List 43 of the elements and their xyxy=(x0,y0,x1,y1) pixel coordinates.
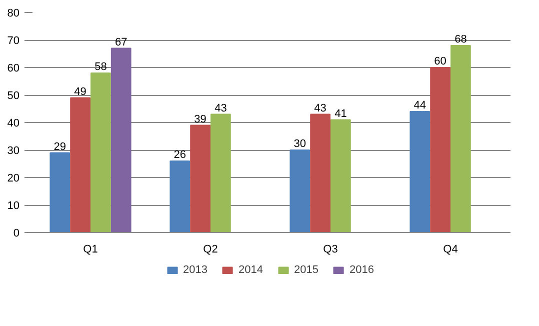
bar xyxy=(410,111,430,232)
bar xyxy=(170,160,190,232)
y-tick-label: 20 xyxy=(7,172,20,184)
y-tick-label: 50 xyxy=(7,90,20,102)
bar xyxy=(330,119,351,232)
y-tick-label: 10 xyxy=(7,200,20,212)
data-label: 41 xyxy=(334,108,347,120)
data-label: 29 xyxy=(54,140,66,153)
y-tick-label: 30 xyxy=(7,145,20,157)
data-label: 26 xyxy=(174,149,186,161)
bar xyxy=(90,72,111,232)
data-label: 58 xyxy=(94,61,107,73)
data-label: 43 xyxy=(314,102,326,114)
bar xyxy=(70,97,90,232)
bar xyxy=(430,67,450,232)
x-tick-label: Q2 xyxy=(203,244,218,256)
y-tick-label: 60 xyxy=(7,62,20,74)
bar xyxy=(110,48,132,232)
data-label: 43 xyxy=(214,102,227,114)
legend-label: 2015 xyxy=(294,264,318,276)
data-label: 67 xyxy=(114,36,128,48)
data-label: 44 xyxy=(414,100,426,112)
y-tick-label: 80 xyxy=(7,8,20,20)
y-tick-label: 0 xyxy=(13,228,20,240)
bar xyxy=(310,114,330,232)
x-tick-label: Q1 xyxy=(83,244,98,256)
legend-label: 2014 xyxy=(238,264,263,276)
legend-label: 2013 xyxy=(183,264,208,276)
x-tick-label: Q3 xyxy=(323,244,338,256)
data-label: 68 xyxy=(454,34,467,46)
x-tick-label: Q4 xyxy=(443,244,458,256)
data-label: 49 xyxy=(74,86,86,98)
data-label: 60 xyxy=(434,56,446,68)
y-tick-label: 40 xyxy=(7,118,20,130)
bar xyxy=(290,150,310,232)
y-tick-label: 70 xyxy=(7,35,20,47)
legend-label: 2016 xyxy=(349,264,374,276)
data-label: 30 xyxy=(294,138,306,150)
data-label: 39 xyxy=(194,113,206,126)
bar xyxy=(50,152,70,232)
bar xyxy=(450,45,471,232)
bar xyxy=(210,114,231,232)
bar xyxy=(190,124,210,232)
